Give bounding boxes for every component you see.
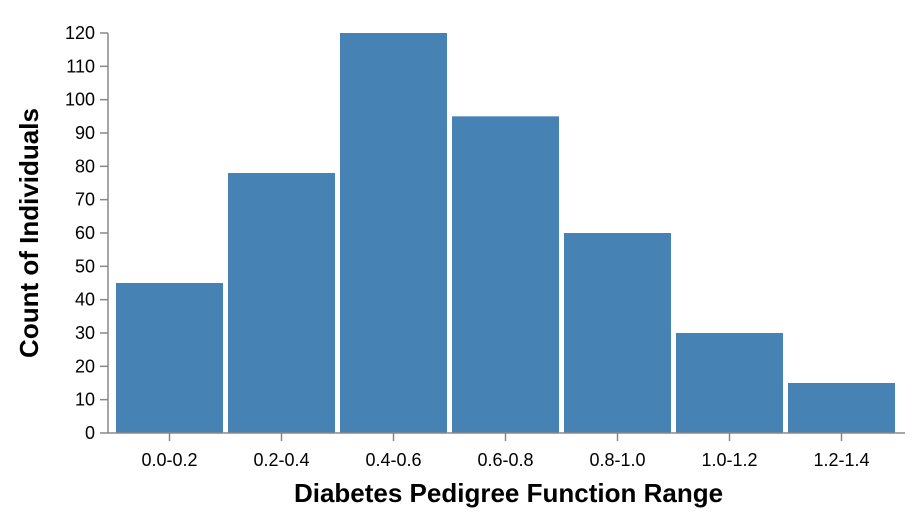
y-tick-label: 30 (75, 323, 95, 343)
x-tick-label: 1.2-1.4 (813, 450, 869, 470)
y-tick-label: 40 (75, 290, 95, 310)
y-tick-label: 0 (85, 423, 95, 443)
y-tick-label: 100 (65, 90, 95, 110)
y-tick-label: 120 (65, 23, 95, 43)
bar-1.2-1.4 (788, 383, 895, 433)
bar-0.0-0.2 (116, 283, 223, 433)
bar-1.0-1.2 (676, 333, 783, 433)
x-tick-label: 0.4-0.6 (365, 450, 421, 470)
x-tick-label: 0.8-1.0 (589, 450, 645, 470)
y-axis: 0 10 20 30 40 50 60 70 80 90 100 110 120 (65, 23, 109, 443)
x-tick-label: 0.6-0.8 (477, 450, 533, 470)
y-tick-label: 90 (75, 123, 95, 143)
bar-0.4-0.6 (340, 33, 447, 433)
y-tick-label: 50 (75, 256, 95, 276)
y-tick-label: 80 (75, 156, 95, 176)
bars-group (116, 33, 895, 433)
x-tick-label: 1.0-1.2 (701, 450, 757, 470)
x-tick-label: 0.0-0.2 (141, 450, 197, 470)
y-tick-label: 70 (75, 190, 95, 210)
x-tick-label: 0.2-0.4 (253, 450, 309, 470)
y-tick-label: 60 (75, 223, 95, 243)
y-tick-label: 10 (75, 390, 95, 410)
y-axis-title: Count of Individuals (14, 108, 44, 358)
y-tick-label: 110 (66, 56, 95, 76)
x-axis: 0.0-0.2 0.2-0.4 0.4-0.6 0.6-0.8 0.8-1.0 1.0-1… (108, 432, 905, 470)
bar-0.2-0.4 (228, 173, 335, 433)
y-tick-label: 20 (75, 356, 95, 376)
x-axis-title: Diabetes Pedigree Function Range (294, 478, 723, 508)
bar-0.8-1.0 (564, 233, 671, 433)
bar-0.6-0.8 (452, 116, 559, 433)
